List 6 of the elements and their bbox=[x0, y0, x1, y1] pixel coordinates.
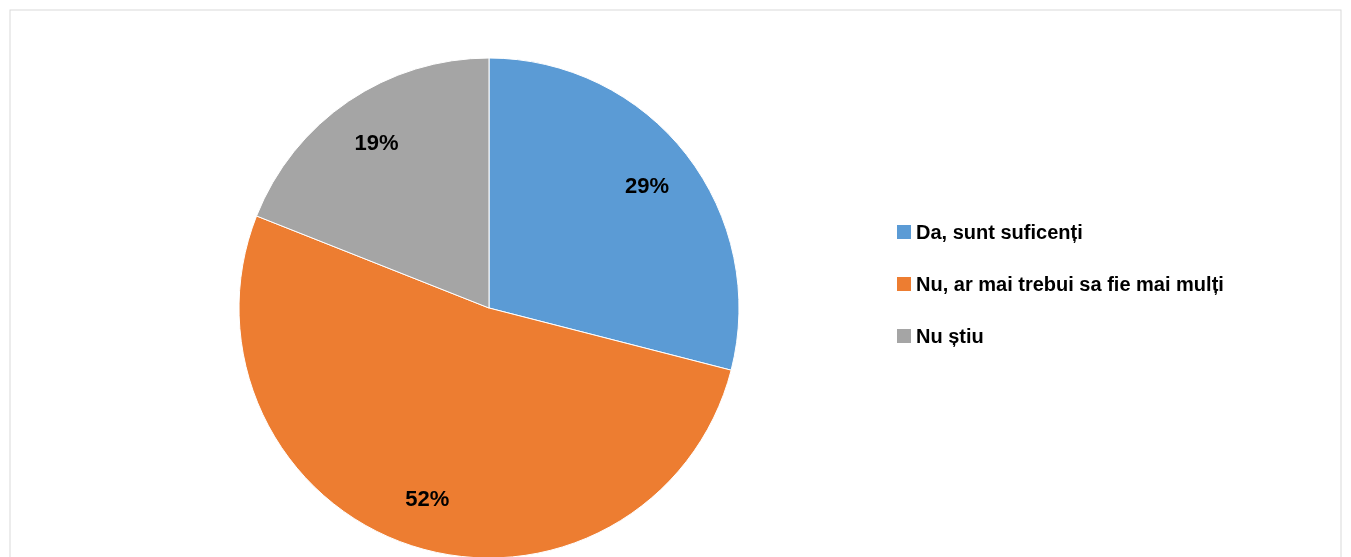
legend-label: Nu, ar mai trebui sa fie mai mulți bbox=[916, 273, 1224, 295]
legend-label: Da, sunt suficenți bbox=[916, 221, 1083, 243]
data-label: 29% bbox=[625, 172, 670, 198]
data-label: 19% bbox=[354, 130, 399, 156]
legend-label: Nu știu bbox=[916, 325, 984, 347]
data-label: 52% bbox=[405, 485, 450, 511]
